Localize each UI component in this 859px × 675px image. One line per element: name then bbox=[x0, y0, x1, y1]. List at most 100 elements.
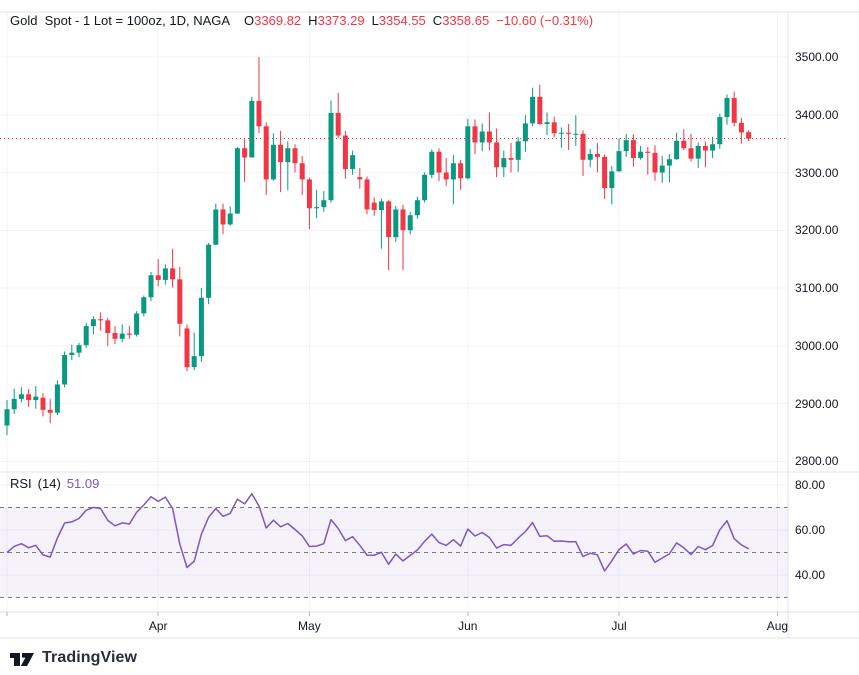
candle[interactable] bbox=[177, 266, 183, 337]
candle[interactable] bbox=[407, 211, 413, 235]
candle[interactable] bbox=[126, 326, 132, 339]
candle[interactable] bbox=[112, 326, 118, 345]
candle[interactable] bbox=[587, 148, 593, 168]
candle[interactable] bbox=[270, 133, 276, 181]
rsi-line[interactable] bbox=[6, 493, 749, 572]
candle[interactable] bbox=[105, 318, 111, 346]
candle[interactable] bbox=[76, 342, 82, 358]
candle[interactable] bbox=[544, 112, 550, 135]
candle[interactable] bbox=[494, 128, 500, 178]
candle[interactable] bbox=[378, 198, 384, 249]
candle[interactable] bbox=[681, 129, 687, 150]
candle[interactable] bbox=[328, 100, 334, 203]
candle[interactable] bbox=[242, 139, 248, 182]
candle[interactable] bbox=[314, 189, 320, 219]
candle[interactable] bbox=[400, 204, 406, 271]
candle[interactable] bbox=[321, 190, 327, 212]
candle[interactable] bbox=[594, 143, 600, 173]
candle[interactable] bbox=[148, 271, 154, 302]
candle[interactable] bbox=[537, 84, 543, 126]
candle[interactable] bbox=[234, 147, 240, 215]
candle[interactable] bbox=[731, 91, 737, 127]
candle[interactable] bbox=[724, 94, 730, 125]
candle[interactable] bbox=[40, 393, 46, 417]
candle[interactable] bbox=[414, 196, 420, 219]
candle[interactable] bbox=[386, 200, 392, 271]
candle[interactable] bbox=[33, 386, 39, 409]
candle[interactable] bbox=[602, 154, 608, 200]
candle[interactable] bbox=[4, 400, 10, 436]
candle[interactable] bbox=[54, 380, 60, 416]
candle[interactable] bbox=[83, 322, 89, 349]
candle[interactable] bbox=[371, 197, 377, 216]
time-axis[interactable]: Apr May Jun Jul Aug bbox=[0, 612, 788, 638]
candle[interactable] bbox=[213, 203, 219, 246]
candle[interactable] bbox=[522, 115, 528, 152]
candle[interactable] bbox=[515, 137, 521, 172]
candle[interactable] bbox=[465, 118, 471, 180]
candle[interactable] bbox=[198, 288, 204, 362]
candle[interactable] bbox=[659, 155, 665, 183]
candle[interactable] bbox=[278, 130, 284, 193]
candle[interactable] bbox=[26, 389, 32, 407]
candle[interactable] bbox=[69, 344, 75, 361]
candle[interactable] bbox=[443, 158, 449, 186]
candle[interactable] bbox=[98, 312, 104, 331]
candle[interactable] bbox=[18, 387, 24, 403]
candle[interactable] bbox=[566, 123, 572, 150]
candle[interactable] bbox=[666, 154, 672, 183]
candle[interactable] bbox=[170, 248, 176, 288]
candle[interactable] bbox=[249, 96, 255, 158]
candle[interactable] bbox=[299, 155, 305, 196]
candle[interactable] bbox=[119, 324, 125, 343]
candle[interactable] bbox=[220, 203, 226, 235]
candle[interactable] bbox=[162, 264, 168, 285]
candle[interactable] bbox=[738, 117, 744, 144]
candle[interactable] bbox=[551, 116, 557, 138]
candle[interactable] bbox=[674, 132, 680, 160]
candle[interactable] bbox=[191, 332, 197, 371]
candle[interactable] bbox=[710, 136, 716, 159]
candle[interactable] bbox=[630, 134, 636, 167]
candle[interactable] bbox=[393, 205, 399, 242]
candle[interactable] bbox=[472, 119, 478, 155]
candle[interactable] bbox=[638, 145, 644, 160]
candle[interactable] bbox=[227, 206, 233, 226]
candle[interactable] bbox=[508, 143, 514, 173]
candle[interactable] bbox=[184, 324, 190, 372]
candle[interactable] bbox=[652, 145, 658, 181]
candle[interactable] bbox=[342, 130, 348, 179]
candle[interactable] bbox=[580, 130, 586, 176]
candle[interactable] bbox=[206, 242, 212, 305]
candle[interactable] bbox=[364, 176, 370, 215]
candle[interactable] bbox=[292, 144, 298, 173]
candle[interactable] bbox=[62, 351, 68, 388]
candle[interactable] bbox=[256, 57, 262, 134]
candle[interactable] bbox=[335, 92, 341, 138]
candle[interactable] bbox=[306, 177, 312, 230]
candle[interactable] bbox=[429, 149, 435, 179]
candle[interactable] bbox=[573, 115, 579, 146]
candle[interactable] bbox=[609, 166, 615, 205]
candle[interactable] bbox=[746, 130, 752, 141]
candle[interactable] bbox=[155, 259, 161, 287]
candle[interactable] bbox=[530, 87, 536, 127]
candle[interactable] bbox=[450, 155, 456, 205]
candle[interactable] bbox=[11, 388, 17, 414]
candle[interactable] bbox=[501, 150, 507, 178]
candle[interactable] bbox=[90, 316, 96, 335]
candle[interactable] bbox=[688, 133, 694, 162]
candle[interactable] bbox=[357, 167, 363, 189]
candle[interactable] bbox=[263, 122, 269, 196]
candle[interactable] bbox=[47, 398, 53, 424]
candle[interactable] bbox=[436, 148, 442, 182]
candle[interactable] bbox=[422, 172, 428, 203]
candle[interactable] bbox=[645, 147, 651, 175]
candle[interactable] bbox=[141, 295, 147, 317]
candle[interactable] bbox=[479, 123, 485, 152]
candle[interactable] bbox=[134, 311, 140, 337]
candle[interactable] bbox=[350, 150, 356, 175]
candle[interactable] bbox=[486, 112, 492, 151]
candle[interactable] bbox=[285, 141, 291, 191]
